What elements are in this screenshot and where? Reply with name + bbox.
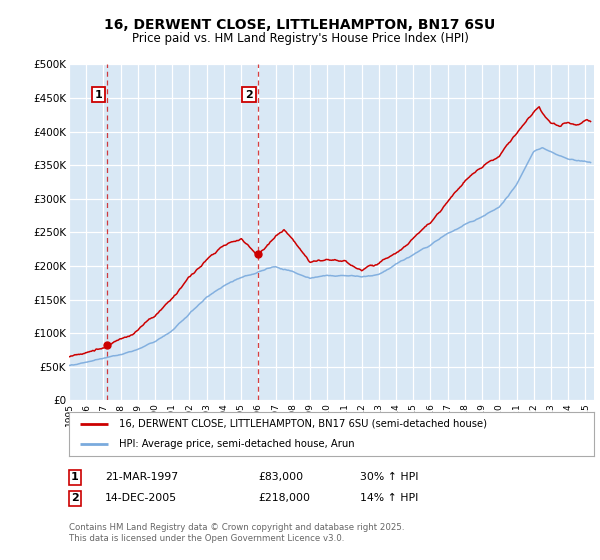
Text: 16, DERWENT CLOSE, LITTLEHAMPTON, BN17 6SU: 16, DERWENT CLOSE, LITTLEHAMPTON, BN17 6… (104, 18, 496, 32)
Text: Contains HM Land Registry data © Crown copyright and database right 2025.
This d: Contains HM Land Registry data © Crown c… (69, 524, 404, 543)
Text: 14% ↑ HPI: 14% ↑ HPI (360, 493, 418, 503)
Text: 16, DERWENT CLOSE, LITTLEHAMPTON, BN17 6SU (semi-detached house): 16, DERWENT CLOSE, LITTLEHAMPTON, BN17 6… (119, 419, 487, 429)
Text: 21-MAR-1997: 21-MAR-1997 (105, 472, 178, 482)
Text: 2: 2 (245, 90, 253, 100)
Text: 1: 1 (95, 90, 103, 100)
Text: 2: 2 (71, 493, 79, 503)
Text: HPI: Average price, semi-detached house, Arun: HPI: Average price, semi-detached house,… (119, 439, 355, 449)
Text: 14-DEC-2005: 14-DEC-2005 (105, 493, 177, 503)
Text: 30% ↑ HPI: 30% ↑ HPI (360, 472, 419, 482)
Text: £83,000: £83,000 (258, 472, 303, 482)
Text: Price paid vs. HM Land Registry's House Price Index (HPI): Price paid vs. HM Land Registry's House … (131, 31, 469, 45)
Text: £218,000: £218,000 (258, 493, 310, 503)
Text: 1: 1 (71, 472, 79, 482)
